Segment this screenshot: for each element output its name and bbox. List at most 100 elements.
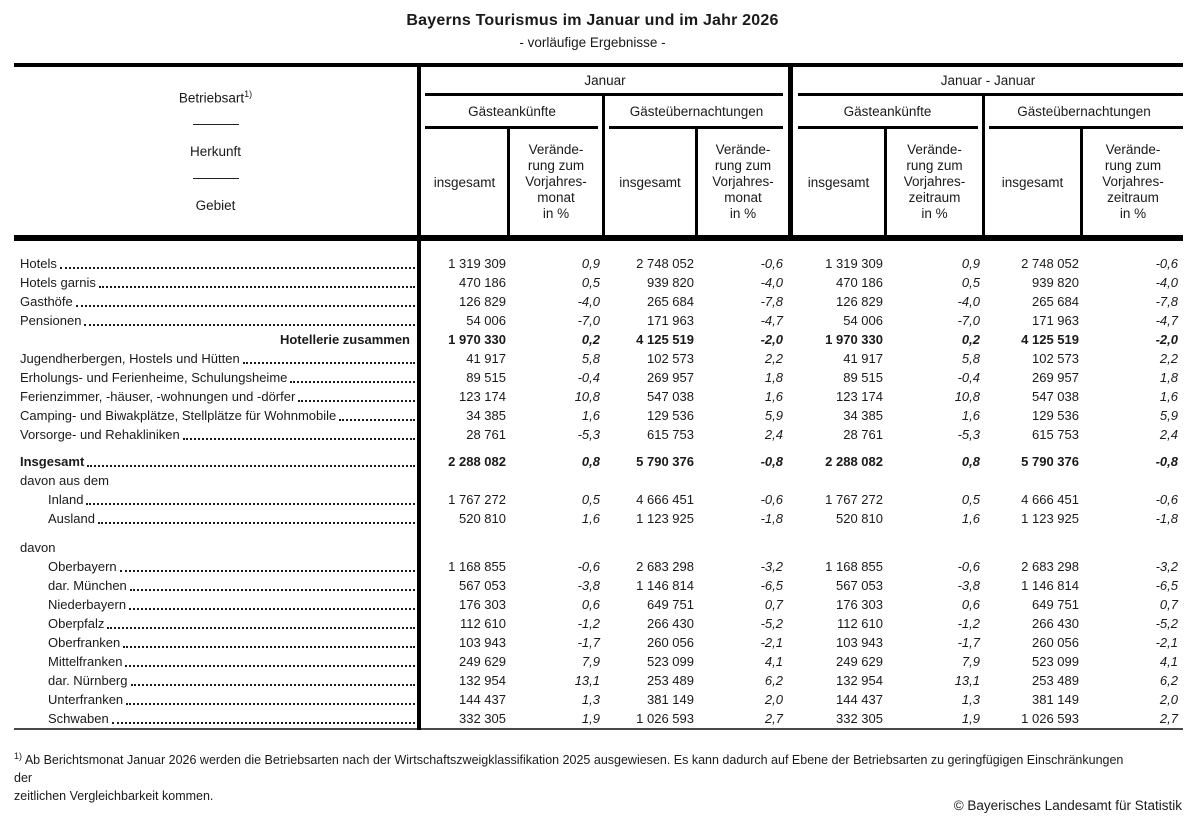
change-value: 2,2 — [764, 351, 783, 366]
total-value: 615 753 — [1032, 427, 1079, 442]
total-value: 470 186 — [836, 275, 883, 290]
rule-top — [14, 63, 1183, 67]
change-value: -5,2 — [760, 616, 783, 631]
row-label-cell: dar. Nürnberg — [14, 671, 417, 690]
rule-h1b — [798, 93, 1183, 96]
row-label-cell: Inland — [14, 490, 417, 509]
total-value: 381 149 — [1032, 692, 1079, 707]
total-value: 1 146 814 — [1021, 578, 1079, 593]
row-label: Jugendherbergen, Hostels und Hütten — [20, 351, 240, 366]
dot-leader — [130, 684, 415, 686]
table-row: Schwaben 332 305 1,9 1 026 593 2,7 332 305 1,9… — [14, 709, 1183, 728]
row-label: Camping- und Biwakplätze, Stellplätze fü… — [20, 408, 337, 423]
change-value: 2,4 — [1159, 427, 1178, 442]
change-value: -7,0 — [577, 313, 600, 328]
total-value: 5 790 376 — [1021, 454, 1079, 469]
header-arrivals-period: Gästeankünfte — [843, 103, 932, 119]
total-value: 520 810 — [836, 511, 883, 526]
total-value: 1 970 330 — [825, 332, 883, 347]
dot-leader — [298, 400, 415, 402]
change-value: 4,1 — [1159, 654, 1178, 669]
change-value: 1,9 — [581, 711, 600, 726]
total-value: 171 963 — [1032, 313, 1079, 328]
change-value: 1,6 — [961, 511, 980, 526]
statistics-table: Betriebsart1) Herkunft Gebiet Januar Jan… — [14, 63, 1183, 733]
row-label-cell: Oberbayern — [14, 557, 417, 576]
change-value: -0,8 — [760, 454, 783, 469]
row-label: Hotels garnis — [20, 275, 96, 290]
total-value: 176 303 — [459, 597, 506, 612]
total-value: 4 125 519 — [1021, 332, 1079, 347]
table-row: Oberpfalz 112 610 -1,2 266 430 -5,2 112 610 -1… — [14, 614, 1183, 633]
row-label-cell: Ausland — [14, 509, 417, 528]
change-value: 0,7 — [764, 597, 783, 612]
rule-h2c — [798, 126, 978, 129]
footnote-marker: 1) — [244, 88, 253, 99]
table-body: Hotels 1 319 309 0,9 2 748 052 -0,6 1 319 309… — [14, 241, 1183, 728]
rule-v5 — [695, 126, 698, 235]
row-label: Gasthöfe — [20, 294, 73, 309]
total-value: 523 099 — [647, 654, 694, 669]
total-value: 1 767 272 — [825, 492, 883, 507]
change-value: -5,3 — [957, 427, 980, 442]
change-value: 5,8 — [581, 351, 600, 366]
copyright: © Bayerisches Landesamt für Statistik — [953, 798, 1182, 813]
change-value: -4,0 — [577, 294, 600, 309]
row-label-cell: Insgesamt — [14, 452, 417, 471]
total-value: 102 573 — [1032, 351, 1079, 366]
stub-betriebsart: Betriebsart1) — [178, 88, 253, 106]
change-value: -7,0 — [957, 313, 980, 328]
total-value: 112 610 — [459, 616, 506, 631]
row-label-cell: Camping- und Biwakplätze, Stellplätze fü… — [14, 406, 417, 425]
total-value: 1 319 309 — [448, 256, 506, 271]
dot-leader — [59, 267, 415, 269]
dot-leader — [84, 324, 415, 326]
change-value: -0,6 — [760, 256, 783, 271]
change-value: -2,1 — [760, 635, 783, 650]
row-label: Erholungs- und Ferienheime, Schulungshei… — [20, 370, 288, 385]
total-value: 4 666 451 — [1021, 492, 1079, 507]
total-value: 123 174 — [836, 389, 883, 404]
total-value: 381 149 — [647, 692, 694, 707]
change-value: 1,6 — [764, 389, 783, 404]
total-value: 265 684 — [1032, 294, 1079, 309]
row-spacer — [14, 444, 1183, 452]
total-value: 144 437 — [459, 692, 506, 707]
table-row: Inland 1 767 272 0,5 4 666 451 -0,6 1 767 272… — [14, 490, 1183, 509]
total-value: 249 629 — [836, 654, 883, 669]
stub-header: Betriebsart1) Herkunft Gebiet — [14, 67, 417, 235]
row-label-cell: Pensionen — [14, 311, 417, 330]
table-row: davon — [14, 538, 1183, 557]
change-value: -4,7 — [1155, 313, 1178, 328]
row-label-cell: Hotels — [14, 254, 417, 273]
table-row: Niederbayern 176 303 0,6 649 751 0,7 176 303 0… — [14, 595, 1183, 614]
row-label: Vorsorge- und Rehakliniken — [20, 427, 180, 442]
change-value: 0,6 — [581, 597, 600, 612]
total-value: 41 917 — [843, 351, 883, 366]
row-label: dar. Nürnberg — [48, 673, 128, 688]
change-value: 5,9 — [1159, 408, 1178, 423]
total-value: 249 629 — [459, 654, 506, 669]
table-row: Ferienzimmer, -häuser, -wohnungen und -d… — [14, 387, 1183, 406]
dot-leader — [129, 608, 415, 610]
dot-leader — [97, 522, 415, 524]
footnote: 1) Ab Berichtsmonat Januar 2026 werden d… — [14, 751, 1124, 804]
row-label-cell: Gasthöfe — [14, 292, 417, 311]
table-row: Jugendherbergen, Hostels und Hütten 41 91… — [14, 349, 1183, 368]
total-value: 567 053 — [459, 578, 506, 593]
change-value: -7,8 — [760, 294, 783, 309]
total-value: 649 751 — [647, 597, 694, 612]
header-period-january-january: Januar - Januar — [940, 72, 1036, 88]
table-row: dar. München 567 053 -3,8 1 146 814 -6,5 567 … — [14, 576, 1183, 595]
footnote-marker: 1) — [14, 751, 23, 761]
stub-rule-2 — [192, 178, 239, 180]
change-value: -4,0 — [760, 275, 783, 290]
total-value: 102 573 — [647, 351, 694, 366]
change-value: 1,6 — [581, 511, 600, 526]
change-value: 0,9 — [581, 256, 600, 271]
table-row: dar. Nürnberg 132 954 13,1 253 489 6,2 132 95… — [14, 671, 1183, 690]
total-value: 939 820 — [1032, 275, 1079, 290]
table-row: Oberfranken 103 943 -1,7 260 056 -2,1 103 943… — [14, 633, 1183, 652]
change-value: -0,8 — [1155, 454, 1178, 469]
change-value: -2,0 — [1155, 332, 1178, 347]
